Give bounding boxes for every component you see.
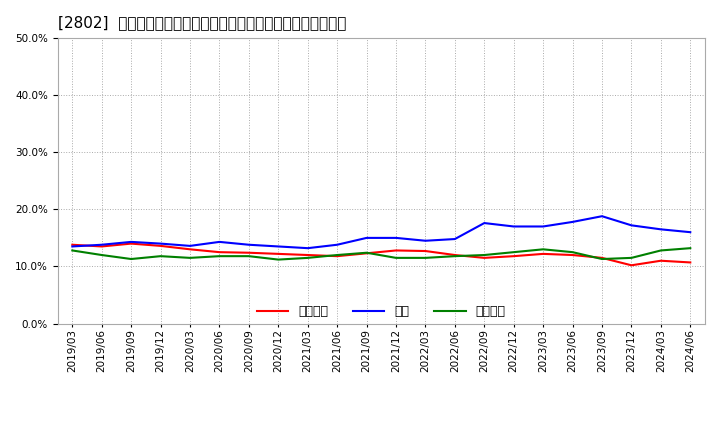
在庫 <box>480 220 489 226</box>
売上債権 <box>97 244 106 249</box>
買入債務 <box>598 257 606 262</box>
買入債務 <box>480 253 489 258</box>
Legend: 売上債権, 在庫, 買入債務: 売上債権, 在庫, 買入債務 <box>252 300 510 323</box>
売上債権 <box>303 253 312 258</box>
売上債権 <box>451 253 459 258</box>
在庫 <box>421 238 430 243</box>
在庫 <box>215 239 224 245</box>
在庫 <box>97 242 106 247</box>
売上債権 <box>215 249 224 255</box>
在庫 <box>362 235 371 241</box>
売上債権 <box>362 251 371 256</box>
売上債権 <box>598 255 606 260</box>
在庫 <box>156 241 165 246</box>
在庫 <box>392 235 400 241</box>
買入債務 <box>274 257 283 262</box>
買入債務 <box>303 255 312 260</box>
買入債務 <box>627 255 636 260</box>
在庫 <box>686 230 695 235</box>
売上債権 <box>686 260 695 265</box>
Line: 売上債権: 売上債権 <box>72 244 690 265</box>
買入債務 <box>127 257 135 262</box>
売上債権 <box>392 248 400 253</box>
買入債務 <box>362 250 371 255</box>
買入債務 <box>392 255 400 260</box>
売上債権 <box>480 255 489 260</box>
買入債務 <box>186 255 194 260</box>
在庫 <box>657 227 665 232</box>
買入債務 <box>97 253 106 258</box>
在庫 <box>186 243 194 249</box>
買入債務 <box>686 246 695 251</box>
在庫 <box>451 236 459 242</box>
売上債権 <box>156 243 165 249</box>
売上債権 <box>657 258 665 264</box>
在庫 <box>127 239 135 245</box>
買入債務 <box>215 253 224 259</box>
買入債務 <box>451 253 459 259</box>
売上債権 <box>539 251 547 257</box>
買入債務 <box>657 248 665 253</box>
買入債務 <box>510 249 518 255</box>
買入債務 <box>156 253 165 259</box>
在庫 <box>274 244 283 249</box>
買入債務 <box>539 247 547 252</box>
Line: 在庫: 在庫 <box>72 216 690 248</box>
買入債務 <box>568 249 577 255</box>
売上債権 <box>510 253 518 259</box>
売上債権 <box>421 249 430 254</box>
買入債務 <box>333 253 341 258</box>
在庫 <box>333 242 341 247</box>
在庫 <box>539 224 547 229</box>
在庫 <box>68 244 76 249</box>
売上債権 <box>568 253 577 258</box>
売上債権 <box>627 263 636 268</box>
Text: [2802]  売上債権、在庫、買入債務の総資産に対する比率の推移: [2802] 売上債権、在庫、買入債務の総資産に対する比率の推移 <box>58 15 346 30</box>
売上債権 <box>68 242 76 247</box>
売上債権 <box>127 241 135 246</box>
買入債務 <box>245 253 253 259</box>
在庫 <box>303 246 312 251</box>
買入債務 <box>68 248 76 253</box>
売上債権 <box>186 247 194 252</box>
在庫 <box>598 213 606 219</box>
在庫 <box>245 242 253 247</box>
在庫 <box>510 224 518 229</box>
Line: 買入債務: 買入債務 <box>72 248 690 260</box>
在庫 <box>627 223 636 228</box>
売上債権 <box>274 251 283 257</box>
在庫 <box>568 219 577 224</box>
売上債権 <box>333 253 341 259</box>
売上債権 <box>245 250 253 255</box>
買入債務 <box>421 255 430 260</box>
